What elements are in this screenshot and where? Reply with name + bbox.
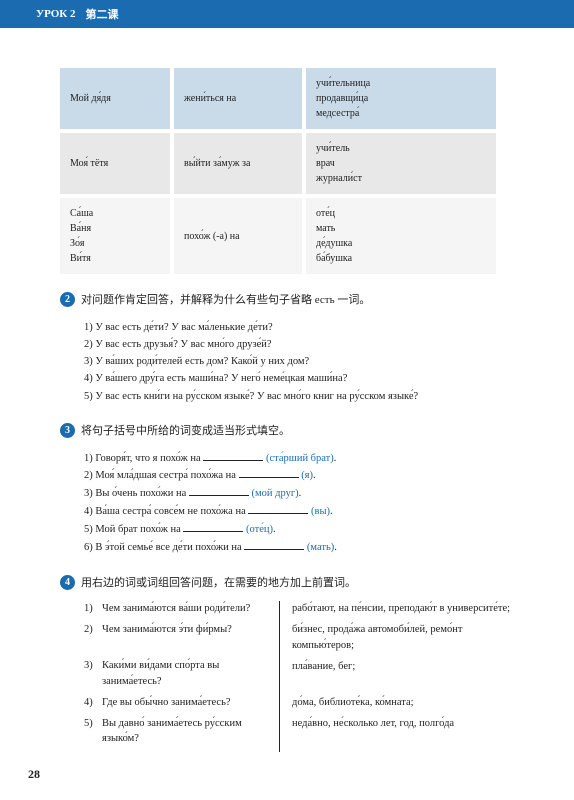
question-list: 1) У вас есть де́ти? У вас ма́ленькие де… bbox=[84, 319, 522, 406]
fill-item: 1) Говоря́т, что я похо́ж на (ста́рший б… bbox=[84, 450, 522, 468]
qa-table: 1)Чем занима́ются ва́ши роди́тели? 2)Чем … bbox=[84, 601, 522, 752]
section-title: 将句子括号中所给的词变成适当形式填空。 bbox=[81, 423, 290, 440]
question-item: 2) У вас есть друзья́? У вас мно́го друз… bbox=[84, 336, 522, 353]
qa-answer: до́ма, библиоте́ка, ко́мната; bbox=[292, 695, 522, 710]
lesson-header: УРОК 2 第二课 bbox=[0, 0, 574, 28]
lesson-cn: 第二课 bbox=[86, 6, 119, 22]
fill-item: 2) Моя́ мла́дшая сестра́ похо́жа на (я). bbox=[84, 467, 522, 485]
fill-item: 3) Вы о́чень похо́жи на (мой друг). bbox=[84, 485, 522, 503]
table-cell: Мой дя́дя bbox=[60, 68, 170, 129]
question-item: 4) У ва́шего дру́га есть маши́на? У него… bbox=[84, 370, 522, 387]
table-cell: учи́тель врач журнали́ст bbox=[306, 133, 496, 194]
question-item: 5) У вас есть кни́ги на ру́сском языке́?… bbox=[84, 388, 522, 405]
section-2: 2 对问题作肯定回答，并解释为什么有些句子省略 есть 一词。 1) У ва… bbox=[60, 292, 522, 405]
section-badge: 2 bbox=[60, 292, 75, 307]
table-cell: оте́ц мать де́душка ба́бушка bbox=[306, 198, 496, 274]
qa-question: 2)Чем занима́ются э́ти фи́рмы? bbox=[84, 622, 269, 652]
qa-answer: би́знес, прода́жа автомоби́лей, ремо́нт … bbox=[292, 622, 522, 652]
qa-question: 4)Где вы обы́чно занима́етесь? bbox=[84, 695, 269, 710]
section-title: 用右边的词或词组回答问题，在需要的地方加上前置词。 bbox=[81, 575, 356, 592]
table-cell: учи́тельница продавщи́ца медсестра́ bbox=[306, 68, 496, 129]
table-cell: похо́ж (-а) на bbox=[174, 198, 302, 274]
table-cell: Са́ша Ва́ня Зо́я Ви́тя bbox=[60, 198, 170, 274]
qa-question: 1)Чем занима́ются ва́ши роди́тели? bbox=[84, 601, 269, 616]
section-4: 4 用右边的词或词组回答问题，在需要的地方加上前置词。 1)Чем занима… bbox=[60, 575, 522, 753]
table-cell: вы́йти за́муж за bbox=[174, 133, 302, 194]
question-item: 3) У ва́ших роди́телей есть дом? Како́й … bbox=[84, 353, 522, 370]
section-badge: 3 bbox=[60, 423, 75, 438]
qa-answer: пла́вание, бег; bbox=[292, 659, 522, 689]
qa-question: 3)Каки́ми ви́дами спо́рта вы занима́етес… bbox=[84, 658, 269, 688]
fill-item: 5) Мой брат похо́ж на (оте́ц). bbox=[84, 521, 522, 539]
fill-item: 6) В э́той семье́ все де́ти похо́жи на (… bbox=[84, 539, 522, 557]
qa-answer: рабо́тают, на пе́нсии, преподаю́т в унив… bbox=[292, 601, 522, 616]
fill-list: 1) Говоря́т, что я похо́ж на (ста́рший б… bbox=[84, 450, 522, 557]
section-badge: 4 bbox=[60, 575, 75, 590]
qa-answer: неда́вно, не́сколько лет, год, полго́да bbox=[292, 716, 522, 746]
fill-item: 4) Ва́ша сестра́ совсе́м не похо́жа на (… bbox=[84, 503, 522, 521]
table-cell: жени́ться на bbox=[174, 68, 302, 129]
vocab-table: Мой дя́дя жени́ться на учи́тельница прод… bbox=[60, 68, 522, 274]
question-item: 1) У вас есть де́ти? У вас ма́ленькие де… bbox=[84, 319, 522, 336]
page-number: 28 bbox=[28, 767, 40, 782]
table-cell: Моя́ тётя bbox=[60, 133, 170, 194]
qa-question: 5)Вы давно́ занима́етесь ру́сским языко́… bbox=[84, 716, 269, 746]
section-title: 对问题作肯定回答，并解释为什么有些句子省略 есть 一词。 bbox=[81, 292, 370, 309]
lesson-ru: УРОК 2 bbox=[36, 8, 76, 20]
page-content: Мой дя́дя жени́ться на учи́тельница прод… bbox=[0, 28, 574, 752]
section-3: 3 将句子括号中所给的词变成适当形式填空。 1) Говоря́т, что я… bbox=[60, 423, 522, 557]
